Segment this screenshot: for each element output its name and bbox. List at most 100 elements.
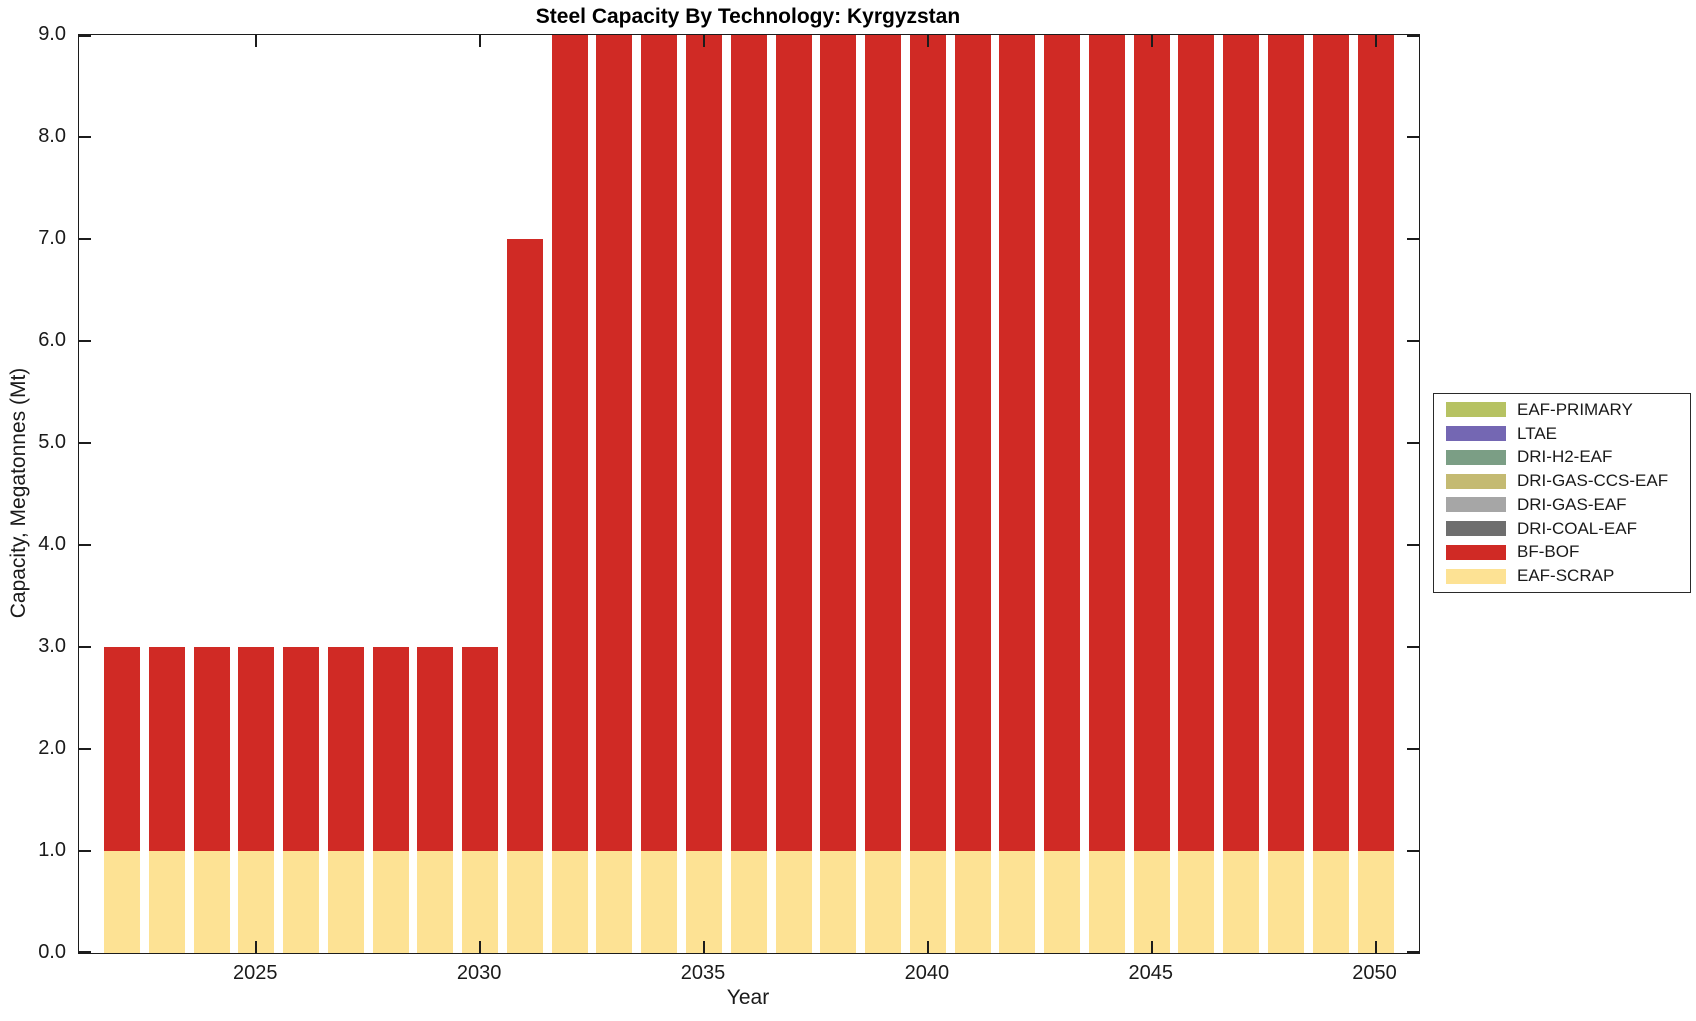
legend-label: DRI-H2-EAF (1517, 447, 1613, 467)
bar-segment-bf-bof (641, 35, 678, 851)
x-axis-label: Year (726, 986, 770, 1009)
x-tick (1374, 941, 1377, 953)
bar-segment-eaf-scrap (909, 851, 946, 953)
bar-segment-bf-bof (775, 35, 812, 851)
legend-item: DRI-GAS-CCS-EAF (1434, 470, 1690, 492)
bar-segment-eaf-scrap (372, 851, 409, 953)
bar-segment-bf-bof (506, 239, 543, 851)
bar-segment-bf-bof (372, 647, 409, 851)
legend-swatch (1446, 497, 1506, 513)
y-tick-label: 4.0 (38, 533, 66, 555)
y-tick (1407, 748, 1419, 750)
y-tick (79, 340, 91, 342)
bar-segment-eaf-scrap (1312, 851, 1349, 953)
bar-segment-eaf-scrap (327, 851, 364, 953)
legend-item: EAF-SCRAP (1434, 565, 1690, 587)
legend-label: EAF-PRIMARY (1517, 399, 1633, 419)
bar-segment-eaf-scrap (730, 851, 767, 953)
legend-label: DRI-COAL-EAF (1517, 518, 1637, 538)
bar-segment-bf-bof (1357, 35, 1394, 851)
x-tick (703, 941, 705, 953)
bar-segment-bf-bof (909, 35, 946, 851)
y-tick (79, 136, 91, 138)
legend-item: LTAE (1434, 423, 1690, 445)
y-tick (1407, 35, 1419, 37)
legend-item: BF-BOF (1434, 541, 1690, 563)
bar-segment-eaf-scrap (775, 851, 812, 953)
y-tick-label: 6.0 (38, 329, 66, 351)
x-tick-label: 2025 (233, 962, 278, 984)
bar-segment-bf-bof (1133, 35, 1170, 851)
y-tick-label: 8.0 (38, 125, 66, 147)
bar-segment-eaf-scrap (506, 851, 543, 953)
bar-segment-eaf-scrap (1044, 851, 1081, 953)
bar-segment-eaf-scrap (148, 851, 185, 953)
bar-segment-bf-bof (1268, 35, 1305, 851)
bar-segment-bf-bof (686, 35, 722, 851)
legend-label: BF-BOF (1517, 542, 1580, 562)
y-tick (1407, 646, 1419, 648)
y-tick (79, 951, 91, 953)
y-tick-label: 2.0 (38, 737, 66, 759)
y-tick (79, 544, 91, 546)
bar-segment-eaf-scrap (999, 851, 1036, 953)
x-tick (926, 941, 929, 953)
chart-title: Steel Capacity By Technology: Kyrgyzstan (535, 5, 961, 28)
x-tick (479, 941, 482, 953)
bar-segment-bf-bof (1088, 35, 1125, 851)
legend-swatch (1446, 521, 1506, 537)
legend-item: DRI-COAL-EAF (1434, 518, 1690, 540)
y-tick-label: 0.0 (38, 941, 66, 963)
bar-segment-eaf-scrap (1133, 851, 1170, 953)
bar-segment-eaf-scrap (641, 851, 678, 953)
bar-segment-eaf-scrap (596, 851, 633, 953)
x-tick (1150, 35, 1153, 47)
bar-segment-bf-bof (596, 35, 633, 851)
bar-segment-eaf-scrap (283, 851, 320, 953)
legend-swatch (1446, 449, 1506, 465)
bar-segment-bf-bof (462, 647, 499, 851)
y-tick (1407, 544, 1419, 546)
x-tick-label: 2045 (1128, 962, 1173, 984)
bar-segment-eaf-scrap (462, 851, 499, 953)
x-tick-label: 2040 (904, 962, 950, 984)
bar-segment-eaf-scrap (104, 851, 140, 953)
y-tick (1407, 442, 1419, 444)
legend: EAF-PRIMARY LTAE DRI-H2-EAF DRI-GAS-CCS-EAF… (1433, 393, 1691, 593)
x-tick (255, 941, 258, 953)
y-tick-label: 5.0 (38, 431, 66, 453)
bar-segment-bf-bof (999, 35, 1036, 851)
x-tick-label: 2030 (456, 962, 502, 984)
y-tick (79, 442, 91, 444)
bar-segment-eaf-scrap (865, 851, 902, 953)
bar-segment-bf-bof (238, 647, 275, 851)
x-tick (255, 35, 258, 47)
bar-segment-eaf-scrap (820, 851, 857, 953)
bar-segment-bf-bof (551, 35, 588, 851)
y-tick-label: 9.0 (38, 23, 66, 45)
x-tick (926, 35, 929, 47)
legend-swatch (1446, 568, 1506, 584)
legend-label: EAF-SCRAP (1517, 566, 1615, 586)
bar-segment-bf-bof (1178, 35, 1215, 851)
bar-segment-eaf-scrap (193, 851, 230, 953)
bar-segment-bf-bof (193, 647, 230, 851)
bar-segment-eaf-scrap (1178, 851, 1215, 953)
bar-segment-bf-bof (327, 647, 364, 851)
x-tick-label: 2035 (680, 962, 726, 984)
bar-segment-eaf-scrap (417, 851, 454, 953)
y-tick (79, 35, 91, 37)
legend-label: DRI-GAS-CCS-EAF (1517, 471, 1669, 491)
legend-swatch (1446, 402, 1506, 418)
legend-swatch (1446, 473, 1506, 489)
y-tick (1407, 238, 1419, 240)
bar-segment-eaf-scrap (686, 851, 722, 953)
y-tick (1407, 340, 1419, 342)
y-tick (79, 238, 91, 240)
bar-segment-eaf-scrap (1268, 851, 1305, 953)
bar-segment-bf-bof (417, 647, 454, 851)
bar-segment-eaf-scrap (954, 851, 991, 953)
bar-segment-eaf-scrap (551, 851, 588, 953)
bar-segment-bf-bof (730, 35, 767, 851)
x-tick (1374, 35, 1377, 47)
